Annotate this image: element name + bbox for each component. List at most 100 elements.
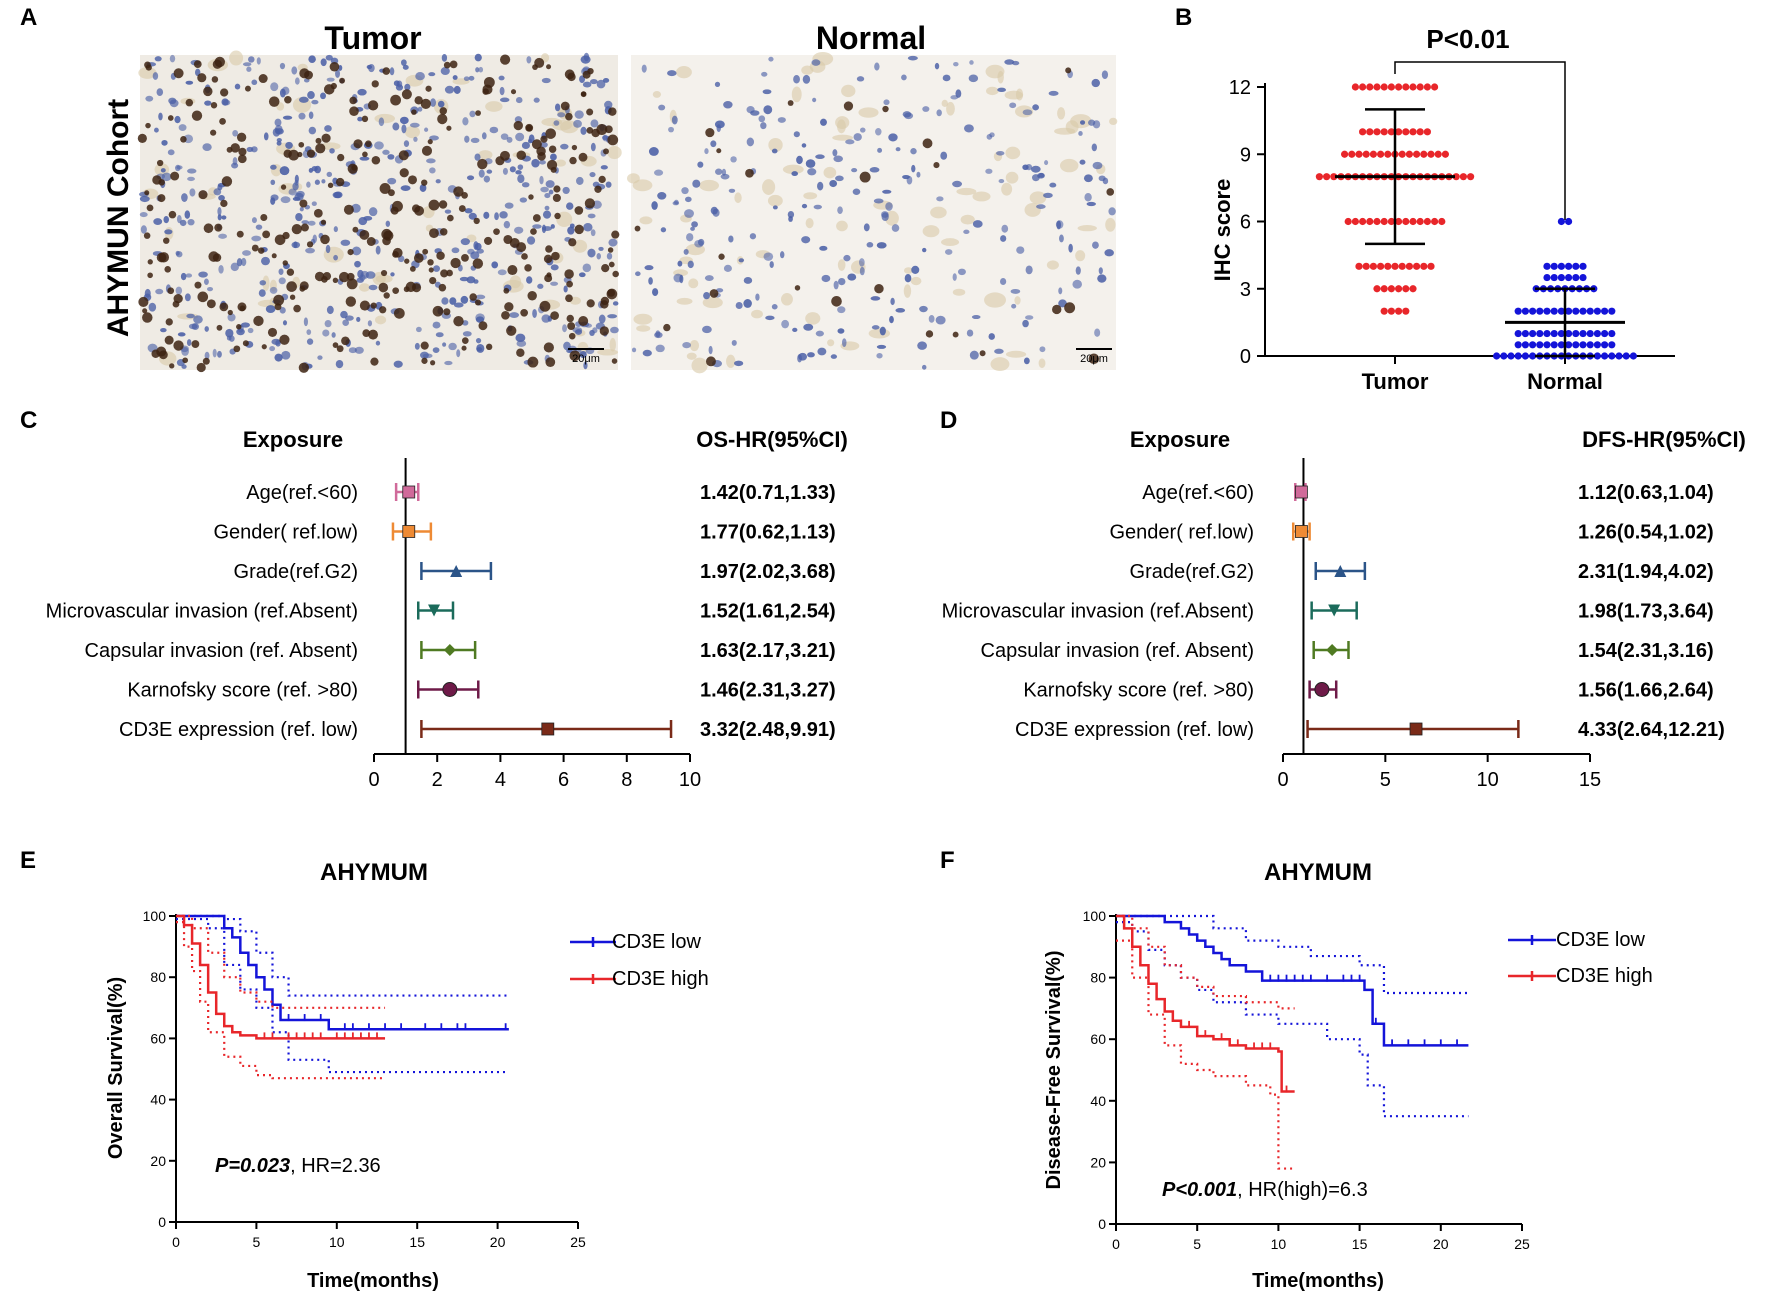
nucleus-positive [236, 230, 244, 238]
nucleus-positive [560, 101, 570, 111]
nucleus-positive [439, 228, 448, 236]
b-point [1593, 352, 1601, 360]
km-survival-curve [1116, 914, 1295, 1093]
nucleus-positive [461, 192, 468, 199]
nucleus-positive [952, 331, 959, 338]
b-point [1608, 329, 1616, 338]
nucleus-positive [147, 272, 153, 279]
nucleus-blue [888, 133, 898, 142]
nucleus-blue [890, 297, 895, 306]
f-legend-low-swatch [1508, 935, 1556, 945]
nucleus-positive [478, 321, 488, 331]
nucleus-blue [526, 236, 536, 245]
nucleus-blue [390, 272, 395, 277]
nucleus-blue [881, 212, 889, 222]
nucleus-blue [777, 117, 786, 123]
panel-label-e: E [20, 847, 36, 874]
nucleus-blue [204, 351, 210, 360]
nucleus-blue [685, 196, 692, 203]
nucleus-positive [420, 98, 431, 109]
nucleus-blue [155, 288, 164, 295]
stroma-patch [633, 313, 653, 325]
b-point [1601, 307, 1609, 315]
f-annotation: P<0.001, HR(high)=6.3 [1162, 1179, 1368, 1201]
nucleus-blue [641, 64, 647, 73]
stroma-patch [1075, 250, 1086, 262]
nucleus-blue [456, 349, 461, 358]
nucleus-blue [1030, 165, 1041, 173]
nucleus-positive [428, 267, 434, 273]
nucleus-blue [590, 229, 596, 237]
nucleus-blue [167, 149, 175, 156]
nucleus-blue [326, 171, 333, 178]
forest-point [402, 525, 416, 538]
b-point [1601, 352, 1609, 360]
nucleus-positive [158, 252, 170, 263]
nucleus-blue [469, 110, 476, 118]
panel-label-d: D [940, 407, 957, 434]
normal-image-cells [627, 52, 1118, 374]
b-point [1507, 352, 1515, 360]
km-y-tick-label: 40 [150, 1092, 166, 1108]
nucleus-blue [765, 315, 775, 321]
b-y-axis-label: IHC score [1210, 179, 1235, 282]
nucleus-positive [202, 357, 210, 365]
stroma-patch [941, 238, 960, 247]
nucleus-positive [438, 283, 447, 292]
nucleus-blue [1078, 131, 1083, 136]
b-point [1608, 352, 1616, 360]
nucleus-positive [164, 335, 174, 345]
nucleus-positive [477, 158, 488, 170]
nucleus-blue [526, 56, 532, 64]
stroma-patch [984, 292, 1007, 308]
nucleus-blue [185, 80, 194, 85]
nucleus-blue [545, 180, 555, 188]
nucleus-positive [634, 225, 641, 232]
nucleus-positive [262, 230, 271, 239]
nucleus-blue [604, 100, 613, 109]
nucleus-blue [837, 306, 846, 314]
b-point [1550, 329, 1558, 338]
b-point [1579, 262, 1587, 270]
nucleus-positive [586, 127, 594, 134]
nucleus-blue [385, 220, 391, 227]
b-point [1514, 329, 1522, 338]
nucleus-blue [533, 97, 540, 103]
nucleus-blue [750, 110, 760, 116]
nucleus-blue [378, 117, 385, 127]
nucleus-blue [481, 132, 487, 140]
nucleus-blue [521, 182, 530, 188]
nucleus-blue [269, 286, 278, 294]
nucleus-blue [667, 70, 677, 77]
nucleus-blue [517, 164, 524, 170]
stroma-patch [858, 107, 879, 118]
nucleus-blue [368, 207, 378, 217]
nucleus-positive [449, 60, 458, 69]
nucleus-blue [299, 206, 304, 212]
b-point [1622, 352, 1630, 360]
nucleus-blue [153, 218, 163, 226]
stroma-patch [734, 192, 742, 204]
b-point [1387, 83, 1395, 91]
f-legend: CD3E low CD3E high [1508, 929, 1653, 987]
nucleus-blue [771, 148, 778, 154]
stroma-patch [1059, 158, 1079, 173]
b-point [1593, 341, 1601, 349]
nucleus-positive [191, 340, 200, 348]
nucleus-blue [876, 242, 887, 249]
nucleus-blue [957, 268, 966, 276]
nucleus-positive [210, 129, 217, 136]
nucleus-positive [979, 350, 986, 357]
nucleus-blue [198, 271, 208, 278]
nucleus-blue [474, 153, 481, 161]
nucleus-blue [847, 273, 857, 281]
b-point [1601, 341, 1609, 349]
b-point [1431, 217, 1439, 226]
stroma-patch [138, 66, 157, 79]
nucleus-blue [1004, 59, 1015, 65]
nucleus-blue [606, 252, 613, 260]
forest-point [443, 644, 456, 656]
nucleus-positive [596, 124, 608, 136]
b-point [1362, 150, 1370, 158]
b-point [1550, 307, 1558, 315]
